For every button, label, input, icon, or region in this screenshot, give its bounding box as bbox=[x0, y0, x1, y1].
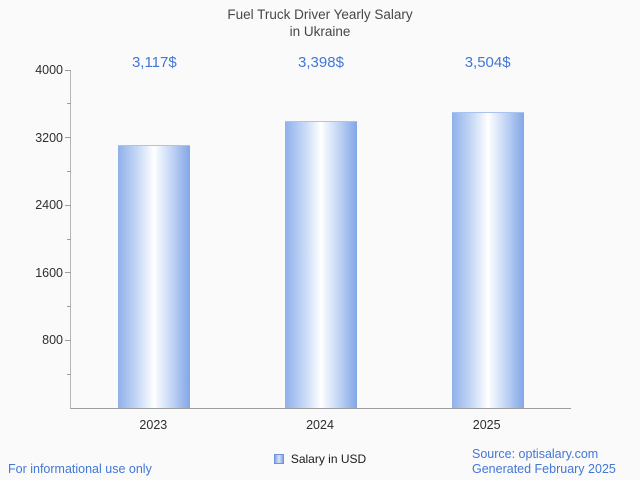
disclaimer-text: For informational use only bbox=[8, 462, 152, 476]
y-axis-tick-major bbox=[65, 339, 71, 341]
x-axis-label: 2023 bbox=[139, 418, 168, 432]
legend-swatch-icon bbox=[273, 454, 284, 464]
source-link[interactable]: Source: optisalary.com bbox=[472, 447, 599, 461]
y-axis-tick-minor bbox=[67, 103, 71, 105]
y-axis-label: 4000 bbox=[35, 63, 63, 77]
y-axis-label: 2400 bbox=[35, 198, 63, 213]
y-axis-tick-minor bbox=[67, 373, 71, 375]
x-axis: 2023 2024 2025 bbox=[70, 409, 571, 432]
bar-value-label: 3,504$ bbox=[464, 54, 511, 71]
chart-title-line2: in Ukraine bbox=[289, 24, 351, 39]
y-axis-label: 1600 bbox=[35, 265, 63, 280]
source-info: Source: optisalary.com Generated Februar… bbox=[472, 447, 616, 477]
plot-area: 800 1600 2400 3200 4000 3,117$ 3,398$ 3,504$ bbox=[35, 55, 571, 409]
x-axis-label: 2025 bbox=[472, 418, 501, 432]
chart-title: Fuel Truck Driver Yearly Salary in Ukrai… bbox=[0, 6, 640, 40]
y-axis-label: 800 bbox=[42, 333, 63, 348]
legend: Salary in USD bbox=[0, 452, 640, 466]
bar-2025[interactable] bbox=[451, 111, 524, 408]
bar-2024[interactable] bbox=[285, 120, 357, 408]
y-axis-label: 3200 bbox=[35, 130, 63, 145]
bar-2023[interactable] bbox=[118, 144, 191, 408]
y-axis-tick-major bbox=[65, 69, 71, 71]
y-axis-tick-minor bbox=[67, 306, 71, 308]
x-axis-label: 2024 bbox=[306, 418, 334, 432]
y-axis-tick-minor bbox=[67, 238, 71, 240]
bar-value-label: 3,117$ bbox=[131, 54, 177, 71]
y-axis-tick-minor bbox=[67, 170, 71, 172]
generated-date: Generated February 2025 bbox=[472, 462, 616, 476]
chart-title-line1: Fuel Truck Driver Yearly Salary bbox=[227, 7, 413, 22]
legend-label: Salary in USD bbox=[290, 452, 367, 466]
bar-value-label: 3,398$ bbox=[298, 54, 344, 71]
y-axis-tick-major bbox=[65, 204, 71, 206]
y-axis-tick-major bbox=[65, 137, 71, 139]
y-axis-tick-major bbox=[65, 272, 71, 274]
